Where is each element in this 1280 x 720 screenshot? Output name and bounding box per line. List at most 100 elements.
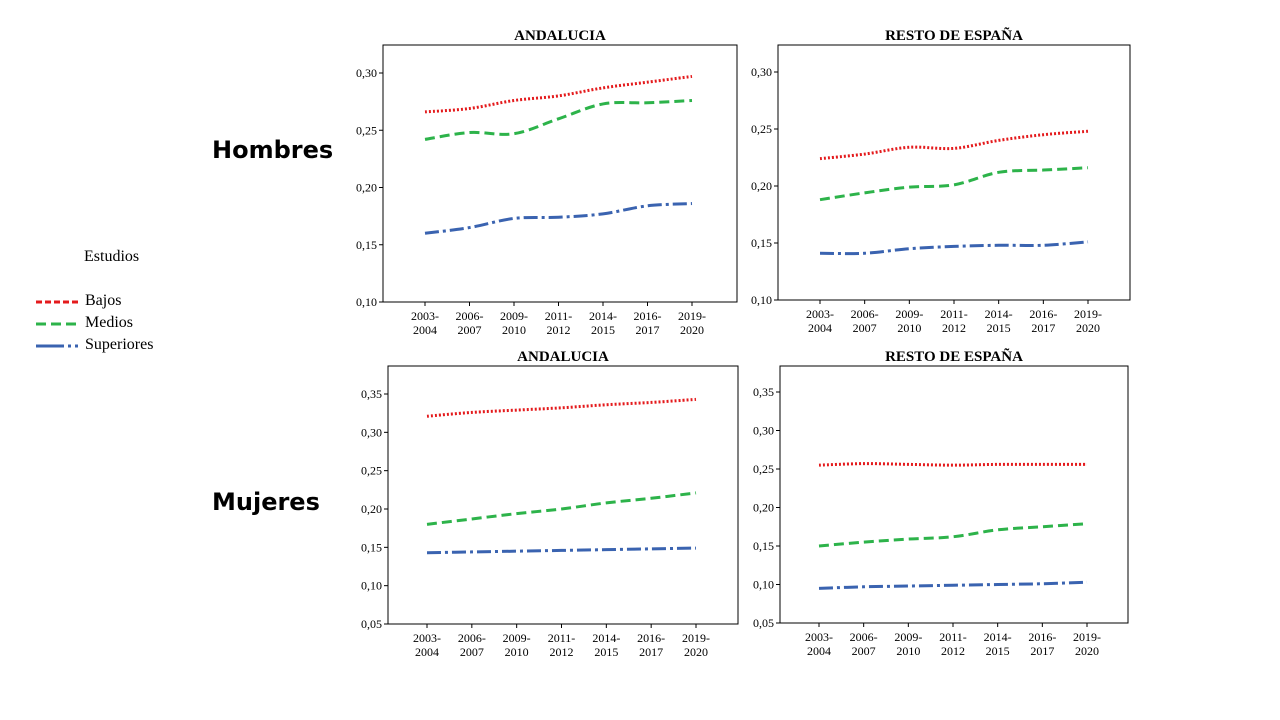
legend-label-bajos: Bajos	[85, 292, 122, 309]
y-tick-label: 0,35	[361, 387, 382, 401]
x-tick-label-line: 2011-	[939, 630, 967, 644]
y-tick-label: 0,35	[753, 385, 774, 399]
x-tick-label: 2009-2010	[894, 630, 922, 658]
x-tick-label: 2014-2015	[984, 630, 1012, 658]
x-tick-label-line: 2011-	[548, 631, 576, 645]
x-tick-label-line: 2003-	[413, 631, 441, 645]
chart-title: ANDALUCIA	[517, 349, 609, 365]
legend-swatch-medios	[36, 322, 78, 326]
y-tick-label: 0,20	[753, 501, 774, 515]
x-tick-label-line: 2012	[547, 323, 571, 337]
plot-frame	[382, 44, 738, 303]
y-tick-label: 0,25	[356, 123, 377, 137]
x-tick-label-line: 2009-	[894, 630, 922, 644]
series-line-medios	[819, 166, 1089, 202]
x-tick-label-line: 2010	[505, 645, 529, 659]
y-tick-label: 0,10	[361, 579, 382, 593]
x-tick-label-line: 2015	[986, 644, 1010, 658]
series-line-superiores	[819, 240, 1089, 256]
x-tick-label: 2014-2015	[592, 631, 620, 659]
x-tick-label-line: 2016-	[1029, 307, 1057, 321]
x-tick-label: 2009-2010	[500, 309, 528, 337]
x-tick-label-line: 2020	[680, 323, 704, 337]
series-line-medios	[424, 98, 693, 141]
x-tick-label-line: 2006-	[851, 307, 879, 321]
x-tick-label: 2019-2020	[682, 631, 710, 659]
chart-panel-mujeres-andalucia: ANDALUCIA 0,05 0,10 0,15 0,20 0,25 0,30 0,35 200…	[361, 349, 739, 659]
x-tick-label-line: 2007	[458, 323, 482, 337]
x-tick-label-line: 2017	[636, 323, 660, 337]
x-tick-label: 2011-2012	[940, 307, 968, 335]
legend-label-medios: Medios	[85, 314, 133, 331]
y-tick-label: 0,20	[751, 179, 772, 193]
x-tick-label-line: 2006-	[456, 309, 484, 323]
x-tick-label-line: 2016-	[634, 309, 662, 323]
y-tick-label: 0,15	[753, 539, 774, 553]
x-tick-label-line: 2017	[639, 645, 663, 659]
x-tick-label: 2006-2007	[458, 631, 486, 659]
series-line-superiores	[426, 546, 697, 555]
chart-panel-mujeres-resto-de-espana: RESTO DE ESPAÑA 0,05 0,10 0,15 0,20 0,25 0,30 0…	[753, 347, 1129, 658]
x-tick-label-line: 2004	[413, 323, 437, 337]
y-tick-label: 0,10	[356, 295, 377, 309]
y-tick-label: 0,15	[356, 238, 377, 252]
x-tick-label: 2011-2012	[548, 631, 576, 659]
x-tick-label: 2014-2015	[589, 309, 617, 337]
x-tick-label-line: 2003-	[411, 309, 439, 323]
x-tick-label-line: 2010	[502, 323, 526, 337]
x-tick-label-line: 2015	[594, 645, 618, 659]
x-tick-label-line: 2009-	[895, 307, 923, 321]
x-tick-label-line: 2012	[550, 645, 574, 659]
x-tick-label: 2016-2017	[1028, 630, 1056, 658]
x-tick-label-line: 2004	[807, 644, 831, 658]
x-tick-label-line: 2019-	[678, 309, 706, 323]
chart-panel-hombres-andalucia: ANDALUCIA0,100,150,200,250,302003-200420…	[356, 28, 738, 337]
x-tick-label: 2006-2007	[850, 630, 878, 658]
x-tick-label-line: 2019-	[1074, 307, 1102, 321]
y-tick-label: 0,05	[361, 617, 382, 631]
y-tick-label: 0,20	[361, 502, 382, 516]
x-tick-label-line: 2016-	[1028, 630, 1056, 644]
legend-swatch-bajos	[36, 300, 78, 304]
plot-frame	[777, 44, 1131, 301]
x-tick-label-line: 2015	[591, 323, 615, 337]
legend-label-superiores: Superiores	[85, 336, 154, 353]
plot-frame	[387, 365, 739, 625]
x-tick-label: 2019-2020	[1074, 307, 1102, 335]
x-tick-label-line: 2004	[415, 645, 439, 659]
chart-title: RESTO DE ESPAÑA	[885, 347, 1023, 365]
x-tick-label-line: 2003-	[806, 307, 834, 321]
y-tick-label: 0,30	[356, 66, 377, 80]
x-tick-label: 2003-2004	[806, 307, 834, 335]
series-line-bajos	[818, 462, 1087, 467]
x-tick-label-line: 2010	[897, 321, 921, 335]
x-tick-label-line: 2017	[1031, 321, 1055, 335]
x-tick-label: 2011-2012	[939, 630, 967, 658]
chart-title: ANDALUCIA	[514, 28, 606, 44]
y-tick-label: 0,15	[751, 236, 772, 250]
series-line-bajos	[819, 129, 1089, 161]
x-tick-label-line: 2014-	[985, 307, 1013, 321]
x-tick-label-line: 2012	[942, 321, 966, 335]
x-tick-label-line: 2007	[460, 645, 484, 659]
x-tick-label-line: 2009-	[503, 631, 531, 645]
x-tick-label-line: 2006-	[850, 630, 878, 644]
y-tick-label: 0,25	[361, 464, 382, 478]
series-line-bajos	[426, 397, 697, 418]
y-tick-label: 0,25	[751, 122, 772, 136]
series-line-superiores	[424, 202, 693, 235]
y-tick-label: 0,05	[753, 616, 774, 630]
y-tick-label: 0,25	[753, 462, 774, 476]
x-tick-label-line: 2020	[1075, 644, 1099, 658]
x-tick-label: 2003-2004	[411, 309, 439, 337]
x-tick-label: 2014-2015	[985, 307, 1013, 335]
x-tick-label: 2009-2010	[503, 631, 531, 659]
x-tick-label: 2003-2004	[805, 630, 833, 658]
x-tick-label-line: 2010	[896, 644, 920, 658]
x-tick-label: 2019-2020	[1073, 630, 1101, 658]
x-tick-label-line: 2019-	[1073, 630, 1101, 644]
x-tick-label-line: 2003-	[805, 630, 833, 644]
x-tick-label-line: 2014-	[592, 631, 620, 645]
x-tick-label: 2016-2017	[1029, 307, 1057, 335]
